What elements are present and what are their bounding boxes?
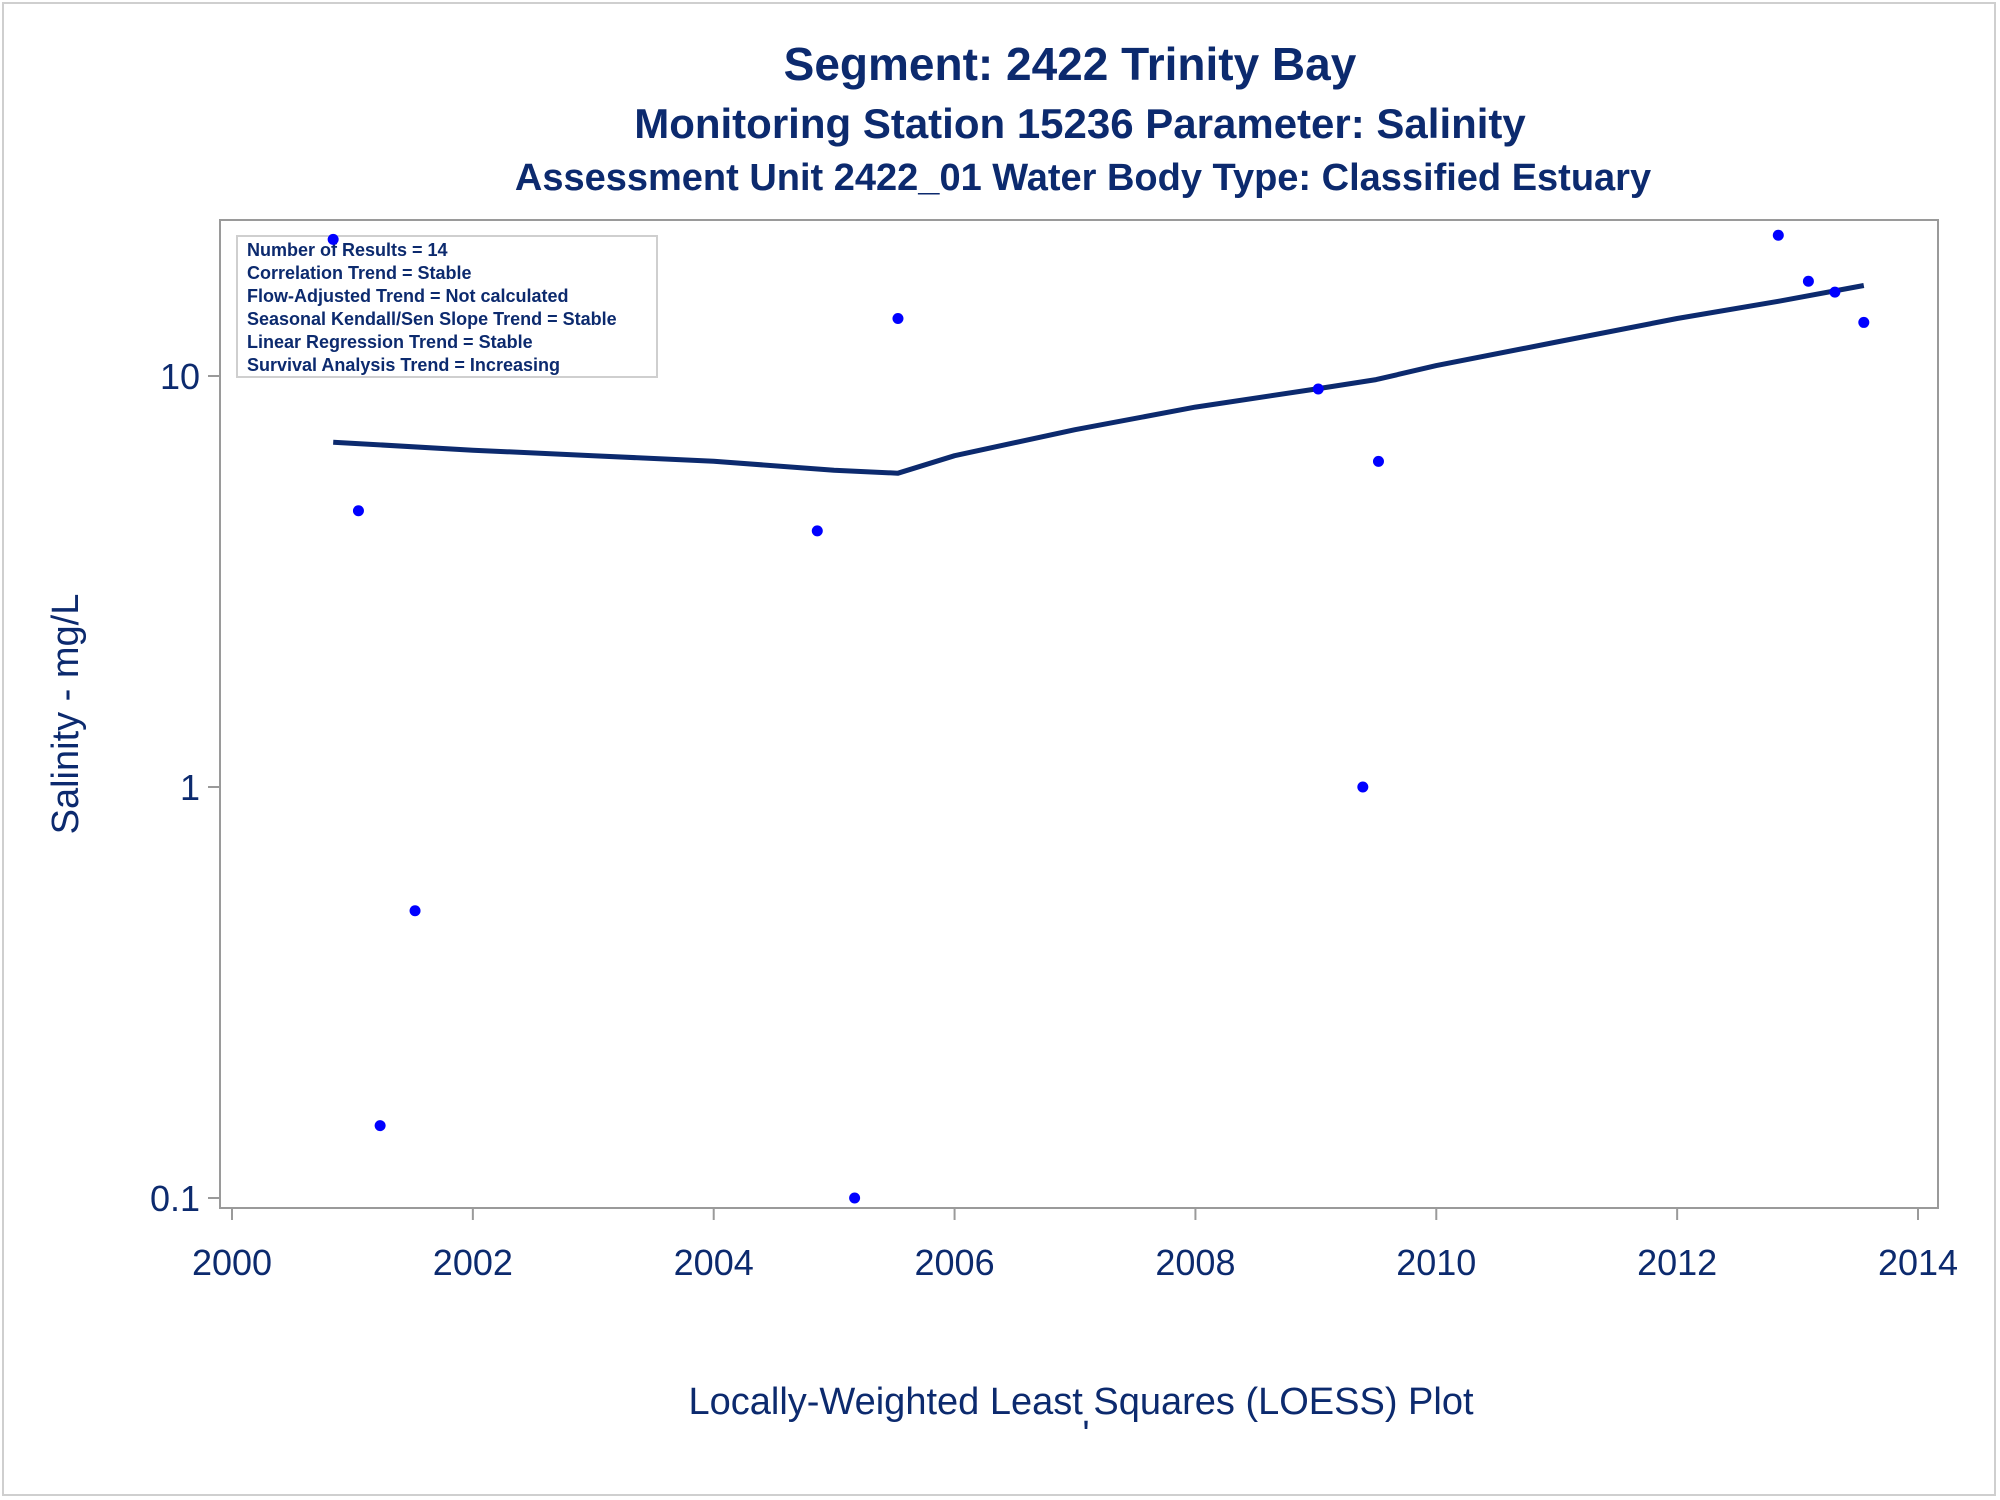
annotation-box-border [236,235,658,378]
x-axis: 2000 2002 2004 2006 2008 2010 2012 2014 [192,1208,1958,1283]
series-layer [327,229,1870,1204]
y-tick-label: 10 [160,356,200,397]
annotation-line-2: Correlation Trend = Stable [247,263,472,283]
annotation-box: Number of Results = 14 Correlation Trend… [236,235,658,378]
x-tick-label: 2000 [192,1242,272,1283]
annotation-line-4: Seasonal Kendall/Sen Slope Trend = Stabl… [247,309,617,329]
x-tick-label: 2006 [915,1242,995,1283]
x-tick-label: 2014 [1878,1242,1958,1283]
data-point [374,1120,386,1132]
footnote-mark: ' [1082,1414,1089,1456]
chart-subtitle: Monitoring Station 15236 Parameter: Sali… [634,100,1526,147]
data-point [892,313,904,325]
annotation-line-3: Flow-Adjusted Trend = Not calculated [247,286,569,306]
loess-line [333,283,1865,476]
x-tick-label: 2012 [1637,1242,1717,1283]
annotation-line-1: Number of Results = 14 [247,240,448,260]
x-tick-label: 2004 [674,1242,754,1283]
data-point [1357,781,1369,793]
data-point [811,525,823,537]
chart-subtitle-2: Assessment Unit 2422_01 Water Body Type:… [515,157,1651,199]
data-point [849,1192,861,1204]
data-point [352,505,364,517]
data-point [1372,455,1384,467]
data-point [1772,229,1784,241]
data-point [1829,286,1841,298]
data-point [1802,275,1814,287]
data-point [1312,383,1324,395]
x-tick-label: 2008 [1155,1242,1235,1283]
y-axis-label: Salinity - mg/L [45,594,87,835]
x-axis-label: Locally-Weighted Least Squares (LOESS) P… [688,1381,1473,1423]
y-tick-label: 1 [180,767,200,808]
data-point [409,905,421,917]
data-point [327,233,339,245]
annotation-line-5: Linear Regression Trend = Stable [247,332,533,352]
annotation-line-6: Survival Analysis Trend = Increasing [247,355,560,375]
plot-area [219,219,1939,1209]
y-axis: 0.1 1 10 [150,356,220,1219]
x-tick-label: 2002 [433,1242,513,1283]
chart-title: Segment: 2422 Trinity Bay [784,38,1357,90]
x-tick-label: 2010 [1396,1242,1476,1283]
y-tick-label: 0.1 [150,1178,200,1219]
data-point [1858,316,1870,328]
